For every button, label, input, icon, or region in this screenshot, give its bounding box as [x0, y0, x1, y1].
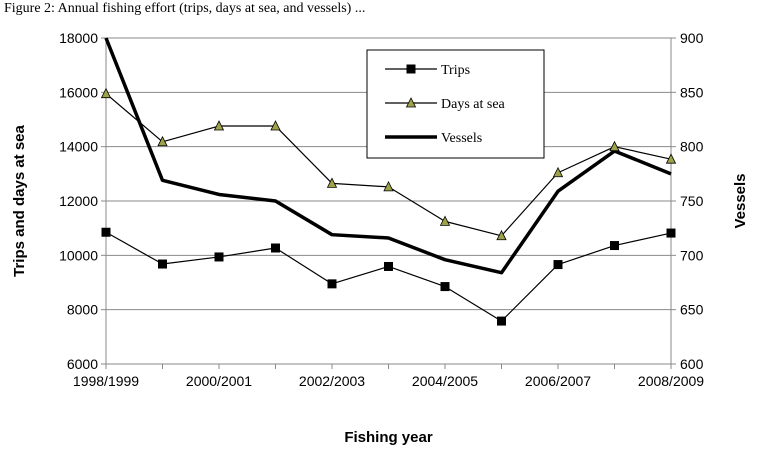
- trips-point: [441, 282, 450, 291]
- left-axis-title: Trips and days at sea: [11, 124, 28, 276]
- days-at-sea-point: [554, 168, 563, 177]
- legend-label-trips: Trips: [441, 63, 470, 78]
- series-line-trips: [106, 232, 671, 321]
- days-at-sea-point: [102, 89, 111, 98]
- x-tick-label: 1998/1999: [73, 373, 139, 389]
- x-tick-label: 2006/2007: [525, 373, 591, 389]
- legend-label-days-at-sea: Days at sea: [441, 97, 506, 112]
- right-axis-title: Vessels: [732, 173, 749, 228]
- legend-label-vessels: Vessels: [441, 131, 482, 146]
- trips-point: [667, 229, 676, 238]
- x-tick-label: 2000/2001: [186, 373, 252, 389]
- x-axis-ticks: 1998/1999 2000/2001 2002/2003 2004/2005 2006…: [73, 364, 704, 389]
- figure-caption: Figure 2: Annual fishing effort (trips, …: [4, 1, 365, 16]
- trips-point: [497, 317, 506, 326]
- right-tick-label: 800: [680, 139, 704, 155]
- trips-point: [158, 260, 167, 269]
- trips-point: [610, 241, 619, 250]
- days-at-sea-point: [441, 216, 450, 225]
- x-axis-title: Fishing year: [344, 429, 433, 446]
- left-tick-label: 10000: [59, 247, 98, 263]
- left-tick-label: 14000: [59, 139, 98, 155]
- legend: Trips Days at sea Vessels: [367, 50, 544, 158]
- series-trips: [102, 228, 676, 326]
- trips-point: [102, 228, 111, 237]
- x-tick-label: 2002/2003: [299, 373, 365, 389]
- trips-point: [271, 243, 280, 252]
- x-tick-label: 2008/2009: [638, 373, 704, 389]
- right-tick-label: 750: [680, 193, 704, 209]
- legend-marker-trips: [407, 65, 416, 74]
- right-axis-ticks: 600 650 700 750 800 850 900: [671, 30, 704, 372]
- left-tick-label: 12000: [59, 193, 98, 209]
- left-axis-ticks: 6000 8000 10000 12000 14000 16000 18000: [59, 30, 106, 372]
- left-tick-label: 8000: [67, 302, 98, 318]
- left-tick-label: 16000: [59, 84, 98, 100]
- left-tick-label: 18000: [59, 30, 98, 46]
- x-tick-label: 2004/2005: [412, 373, 478, 389]
- trips-point: [384, 262, 393, 271]
- right-tick-label: 850: [680, 84, 704, 100]
- trips-point: [328, 279, 337, 288]
- right-tick-label: 900: [680, 30, 704, 46]
- trips-point: [215, 252, 224, 261]
- right-tick-label: 700: [680, 247, 704, 263]
- right-tick-label: 650: [680, 302, 704, 318]
- right-tick-label: 600: [680, 356, 704, 372]
- left-tick-label: 6000: [67, 356, 98, 372]
- trips-point: [554, 260, 563, 269]
